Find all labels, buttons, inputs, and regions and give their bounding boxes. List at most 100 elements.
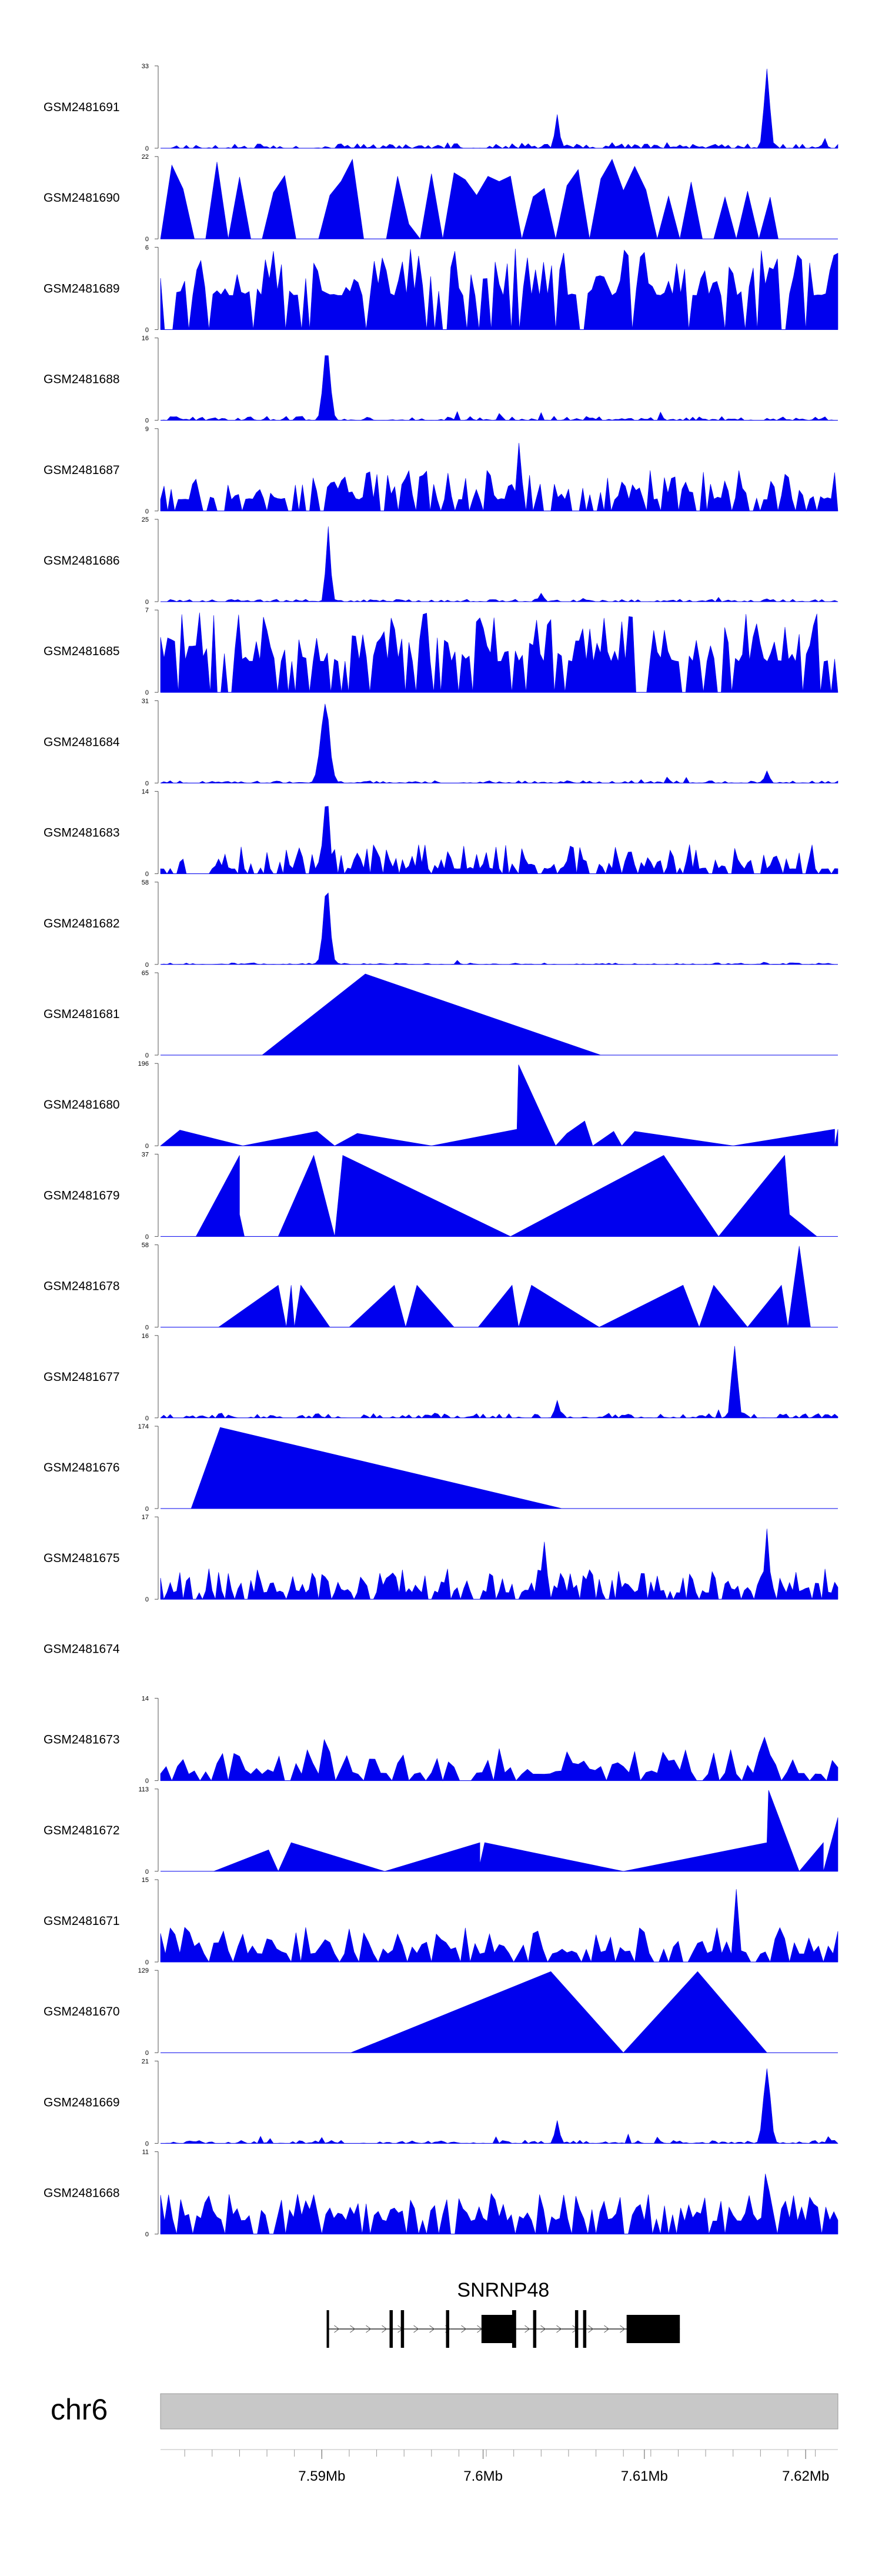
exon [583, 2310, 587, 2348]
y-max-label: 196 [138, 1060, 149, 1067]
track-gsm2481679: GSM2481679 37 0 [44, 1151, 838, 1240]
genomic-axis: 7.59Mb 7.6Mb 7.61Mb 7.62Mb [161, 2449, 838, 2484]
y-max-label: 16 [142, 335, 149, 342]
y-max-label: 58 [142, 1242, 149, 1249]
exon [326, 2310, 329, 2348]
strand-arrow [604, 2325, 610, 2333]
y-min-label: 0 [145, 1415, 149, 1422]
signal-area [160, 158, 779, 239]
track-label: GSM2481686 [44, 554, 120, 568]
exon [446, 2310, 449, 2348]
strand-arrow [350, 2325, 356, 2333]
signal-tracks: GSM2481691330GSM2481690220GSM248168960GS… [44, 63, 838, 2238]
signal-area [161, 526, 838, 602]
exon [533, 2310, 537, 2348]
strand-arrow [429, 2325, 435, 2333]
track-gsm2481682: GSM2481682 58 0 [44, 879, 838, 969]
strand-arrow [366, 2325, 372, 2333]
y-max-label: 11 [142, 2149, 149, 2156]
track-label: GSM2481672 [44, 1824, 120, 1837]
signal-area [160, 355, 838, 421]
y-min-label: 0 [145, 145, 149, 152]
chromosome-ideogram: chr6 [51, 2393, 838, 2430]
track-label: GSM2481676 [44, 1461, 120, 1474]
signal-area [160, 703, 838, 783]
track-label: GSM2481674 [44, 1642, 120, 1656]
track-label: GSM2481688 [44, 373, 120, 386]
track-label: GSM2481684 [44, 735, 120, 749]
exon [389, 2310, 393, 2348]
strand-arrow [556, 2325, 562, 2333]
signal-area [261, 973, 601, 1056]
track-label: GSM2481682 [44, 917, 120, 930]
strand-arrow [588, 2325, 594, 2333]
track-gsm2481668: GSM2481668 11 0 [44, 2149, 838, 2238]
track-gsm2481670: GSM2481670 129 0 [44, 1967, 838, 2057]
y-min-label: 0 [145, 689, 149, 696]
strand-arrow [461, 2325, 467, 2333]
signal-area [160, 1529, 838, 1600]
track-gsm2481677: GSM2481677 16 0 [44, 1333, 838, 1422]
y-min-label: 0 [145, 1143, 149, 1150]
y-max-label: 21 [142, 2058, 149, 2065]
signal-area [160, 2174, 838, 2234]
track-gsm2481687: GSM2481687 9 0 [44, 426, 838, 515]
track-gsm2481690: GSM2481690 22 0 [44, 154, 838, 243]
gene-track: SNRNP48 [326, 2279, 680, 2348]
signal-area [160, 248, 838, 330]
y-min-label: 0 [145, 1778, 149, 1785]
y-max-label: 113 [138, 1786, 149, 1793]
signal-area [160, 892, 838, 965]
y-max-label: 31 [142, 698, 149, 705]
strand-arrow [620, 2325, 626, 2333]
track-gsm2481676: GSM2481676 174 0 [44, 1423, 838, 1513]
track-label: GSM2481668 [44, 2187, 120, 2200]
track-gsm2481674: GSM2481674 [44, 1642, 120, 1656]
track-label: GSM2481689 [44, 282, 120, 295]
track-label: GSM2481691 [44, 101, 120, 114]
chromosome-label: chr6 [51, 2393, 108, 2426]
y-min-label: 0 [145, 418, 149, 425]
track-label: GSM2481683 [44, 826, 120, 840]
y-max-label: 58 [142, 879, 149, 886]
y-max-label: 14 [142, 1696, 149, 1703]
y-min-label: 0 [145, 1506, 149, 1513]
y-min-label: 0 [145, 871, 149, 878]
x-tick-label: 7.59Mb [298, 2468, 345, 2484]
y-min-label: 0 [145, 1233, 149, 1240]
x-tick-label: 7.6Mb [463, 2468, 503, 2484]
track-gsm2481685: GSM2481685 7 0 [44, 607, 838, 696]
track-label: GSM2481677 [44, 1370, 120, 1384]
track-label: GSM2481671 [44, 1914, 120, 1928]
track-label: GSM2481678 [44, 1280, 120, 1293]
track-gsm2481672: GSM2481672 113 0 [44, 1786, 838, 1876]
signal-area [160, 1346, 838, 1419]
signal-area [160, 443, 838, 512]
track-label: GSM2481685 [44, 645, 120, 658]
signal-area [161, 2068, 838, 2144]
signal-area [195, 1154, 818, 1237]
y-max-label: 65 [142, 970, 149, 977]
strand-arrow [524, 2325, 530, 2333]
track-label: GSM2481679 [44, 1189, 120, 1202]
strand-arrow [540, 2325, 546, 2333]
track-gsm2481680: GSM2481680 196 0 [44, 1060, 838, 1150]
y-max-label: 33 [142, 63, 149, 70]
track-gsm2481671: GSM2481671 15 0 [44, 1877, 838, 1966]
y-min-label: 0 [145, 236, 149, 243]
exon [481, 2315, 514, 2343]
track-label: GSM2481680 [44, 1098, 120, 1112]
track-gsm2481691: GSM2481691 33 0 [44, 63, 838, 152]
signal-area [160, 806, 838, 875]
y-max-label: 129 [138, 1967, 149, 1974]
track-gsm2481686: GSM2481686 25 0 [44, 516, 838, 606]
track-gsm2481688: GSM2481688 16 0 [44, 335, 838, 425]
y-min-label: 0 [145, 1324, 149, 1332]
track-label: GSM2481690 [44, 191, 120, 205]
track-label: GSM2481670 [44, 2005, 120, 2018]
y-min-label: 0 [145, 962, 149, 969]
track-gsm2481684: GSM2481684 31 0 [44, 698, 838, 787]
signal-area [218, 1246, 811, 1328]
gene-name: SNRNP48 [457, 2279, 549, 2301]
exon [512, 2310, 516, 2348]
